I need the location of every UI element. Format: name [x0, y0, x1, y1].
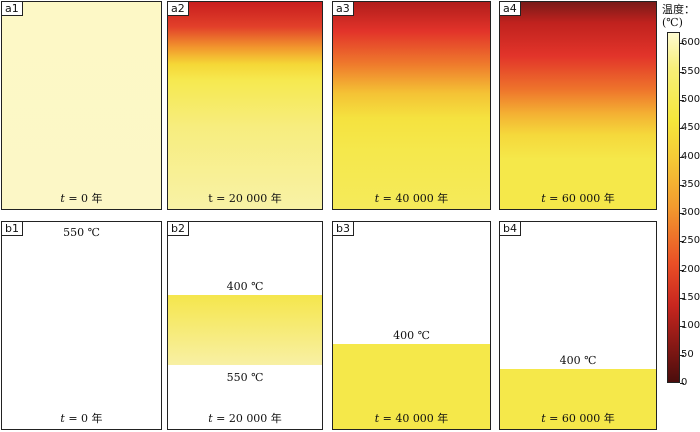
time-label-b1: t = 0 年	[60, 412, 103, 425]
panel-b4: b4 400 ℃ t = 60 000 年	[499, 221, 657, 430]
colorbar-tick-label: 50	[681, 349, 694, 360]
isotherm-label-b1: 550 ℃	[63, 226, 100, 239]
panel-a2: a2 t = 20 000 年	[167, 1, 323, 210]
colorbar-tick-label: 450	[681, 122, 700, 133]
time-label-a2: t = 20 000 年	[208, 192, 282, 205]
panel-b1: b1 550 ℃ t = 0 年	[1, 221, 162, 430]
colorbar-tick	[680, 43, 684, 44]
isotherm-label-b3: 400 ℃	[393, 329, 430, 342]
colorbar-tick	[680, 185, 684, 186]
time-label-b2: t = 20 000 年	[208, 412, 282, 425]
isotherm-zone-b2	[168, 295, 322, 365]
temperature-field-a2	[168, 2, 322, 209]
panel-tag-a2: a2	[168, 2, 189, 16]
temperature-field-a1	[2, 2, 161, 209]
colorbar-tick	[680, 355, 684, 356]
panel-tag-a1: a1	[2, 2, 23, 16]
panel-tag-a4: a4	[500, 2, 521, 16]
time-label-b4: t = 60 000 年	[541, 412, 615, 425]
colorbar-tick-label: 150	[681, 292, 700, 303]
colorbar-tick-label: 300	[681, 207, 700, 218]
panel-a3: a3 t = 40 000 年	[332, 1, 491, 210]
colorbar-tick	[680, 241, 684, 242]
colorbar-tick	[680, 326, 684, 327]
colorbar-title-line2: (℃)	[662, 16, 683, 29]
colorbar-tick-label: 200	[681, 264, 700, 275]
panel-a1: a1 t = 0 年	[1, 1, 162, 210]
colorbar-tick	[680, 383, 684, 384]
colorbar-tick-label: 550	[681, 66, 700, 77]
colorbar	[667, 32, 680, 383]
isotherm-label-upper-b2: 400 ℃	[226, 280, 264, 293]
temperature-field-a3	[333, 2, 490, 209]
colorbar-tick-label: 600	[681, 37, 700, 48]
panel-tag-b1: b1	[2, 222, 23, 236]
time-label-a3: t = 40 000 年	[374, 192, 449, 205]
panel-tag-a3: a3	[333, 2, 354, 16]
isotherm-label-lower-b2: 550 ℃	[226, 371, 264, 384]
colorbar-tick-label: 400	[681, 151, 700, 162]
isotherm-zone-b4	[500, 369, 656, 429]
isotherm-label-b4: 400 ℃	[559, 354, 597, 367]
colorbar-tick	[680, 213, 684, 214]
colorbar-title: 温度： (℃)	[662, 3, 695, 29]
colorbar-tick	[680, 128, 684, 129]
colorbar-tick-label: 250	[681, 235, 700, 246]
panel-b3: b3 400 ℃ t = 40 000 年	[332, 221, 491, 430]
colorbar-tick	[680, 270, 684, 271]
colorbar-tick-label: 350	[681, 179, 700, 190]
panel-tag-b4: b4	[500, 222, 521, 236]
colorbar-tick	[680, 100, 684, 101]
colorbar-tick	[680, 72, 684, 73]
temperature-field-a4	[500, 2, 656, 209]
panel-b2: b2 400 ℃ 550 ℃ t = 20 000 年	[167, 221, 323, 430]
panel-tag-b2: b2	[168, 222, 189, 236]
isotherm-zone-b3	[333, 344, 490, 429]
colorbar-tick-label: 100	[681, 320, 700, 331]
colorbar-tick-label: 0	[681, 377, 688, 388]
time-label-b3: t = 40 000 年	[374, 412, 449, 425]
time-label-a1: t = 0 年	[60, 192, 103, 205]
colorbar-tick	[680, 298, 684, 299]
colorbar-tick-label: 500	[681, 94, 700, 105]
panel-tag-b3: b3	[333, 222, 354, 236]
panel-a4: a4 t = 60 000 年	[499, 1, 657, 210]
colorbar-title-line1: 温度：	[662, 3, 695, 16]
colorbar-tick	[680, 157, 684, 158]
time-label-a4: t = 60 000 年	[541, 192, 615, 205]
